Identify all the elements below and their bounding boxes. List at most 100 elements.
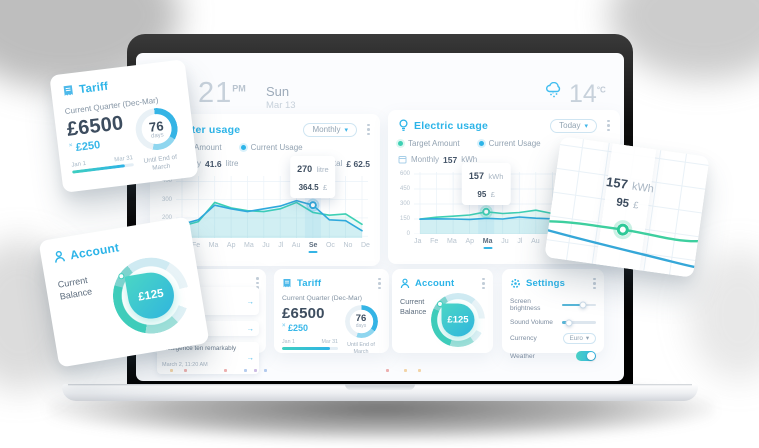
month-label[interactable]: Jl [278, 242, 284, 249]
dock-dot [418, 369, 421, 372]
days-ring: 76 days [133, 105, 181, 153]
volume-label: Sound Volume [510, 319, 553, 326]
total-value: £ 62.5 [346, 158, 370, 169]
weather-toggle[interactable] [576, 351, 596, 361]
x-axis-months: JaFeMaApMaJuJlAuSeOcNoDe [176, 242, 370, 249]
temperature: 14°C [569, 80, 606, 108]
account-card-title: Account [415, 278, 455, 289]
until-label: Until End of March [347, 342, 375, 356]
tariff-card-title: Tariff [297, 278, 322, 289]
day-name: Sun [266, 84, 290, 99]
month-label[interactable]: Ma [447, 238, 457, 245]
y-tick-label: 300 [161, 196, 172, 203]
gear-icon [510, 278, 521, 289]
electric-range-dropdown[interactable]: Today ▾ [550, 118, 597, 133]
period-unit: kWh [461, 155, 478, 164]
receipt-icon [62, 84, 75, 98]
period-label: Monthly [411, 155, 440, 164]
dock-reflection [136, 369, 624, 373]
tariff-kebab-icon[interactable] [378, 277, 381, 290]
period-value: 157 [443, 154, 458, 165]
month-label[interactable]: Fe [191, 242, 201, 249]
bulb-icon [398, 119, 409, 132]
floating-tariff-card: Tariff Current Quarter (Dec-Mar) £6500 ×… [49, 59, 199, 193]
month-label[interactable]: Oc [325, 242, 335, 249]
laptop-notch [345, 384, 415, 390]
currency-dropdown[interactable]: Euro ▾ [562, 333, 596, 344]
floating-chart-detail-card: 157 kWh 95 £ [544, 136, 710, 278]
month-label[interactable]: Ap [465, 238, 475, 245]
chevron-down-icon: ▾ [584, 122, 588, 130]
chart-tooltip: 270 litre 364.5 £ [290, 156, 336, 199]
clock: 21PM [198, 77, 246, 109]
month-label[interactable]: Ma [208, 242, 219, 249]
month-label[interactable]: Ju [262, 242, 270, 249]
chart-tooltip: 157 kWh 95 £ [461, 162, 511, 205]
tariff-saving: × £250 [282, 323, 309, 333]
electric-card-title: Electric usage [414, 119, 489, 132]
dock-dot [404, 369, 407, 372]
month-label[interactable]: Ja [414, 238, 422, 245]
month-label[interactable]: Fe [430, 238, 439, 245]
tariff-card: Tariff Current Quarter (Dec-Mar) £6500 ×… [274, 269, 389, 356]
tariff-quarter: Current Quarter (Dec-Mar) [282, 295, 363, 302]
settings-kebab-icon[interactable] [593, 277, 596, 290]
dock-dot [170, 369, 173, 372]
person-icon [52, 249, 66, 264]
water-card-kebab-icon[interactable] [367, 123, 370, 136]
quarter-progress-bar [282, 347, 338, 350]
floating-account-card: Account Current Balance £125 [38, 216, 210, 368]
account-kebab-icon[interactable] [482, 277, 485, 290]
balance-label: Current Balance [57, 274, 93, 302]
weather-widget: 14°C [544, 82, 606, 107]
arrow-right-icon[interactable]: → [246, 324, 255, 333]
month-label[interactable]: Ap [226, 242, 236, 249]
droplet-badge: £125 [441, 303, 475, 337]
brightness-label: Screen brightness [510, 298, 541, 312]
month-label[interactable]: No [343, 242, 353, 249]
rain-cloud-icon [544, 82, 564, 99]
tariff-card-title: Tariff [78, 80, 109, 96]
tariff-amount: £6500 [282, 305, 325, 322]
date-widget: Sun Mar 13 [266, 84, 296, 111]
y-tick-label: 150 [399, 216, 410, 222]
dock-dot [386, 369, 389, 372]
currency-label: Currency [510, 335, 537, 342]
month-label[interactable]: Au [291, 242, 301, 249]
month-label[interactable]: Ju [501, 238, 509, 245]
arrow-right-icon[interactable]: → [246, 353, 255, 363]
month-label[interactable]: De [360, 242, 370, 249]
background-smudge [689, 250, 759, 380]
brightness-slider[interactable] [562, 301, 596, 309]
settings-card: Settings Screen brightness Sound Volume … [502, 269, 604, 361]
weather-label: Weather [510, 352, 535, 360]
month-label[interactable]: Au [531, 238, 540, 245]
month-label[interactable]: Ma [244, 242, 254, 249]
month-label[interactable]: Se [308, 242, 318, 249]
date-text: Mar 13 [266, 100, 296, 111]
chevron-down-icon: ▾ [585, 335, 589, 342]
month-label[interactable]: Jl [517, 238, 523, 245]
period-unit: litre [225, 159, 239, 168]
balance-label: Current Balance [400, 297, 427, 316]
volume-slider[interactable] [562, 319, 596, 326]
receipt-icon [282, 278, 292, 289]
y-axis-labels: 600 450 300 150 0 [398, 171, 412, 237]
electric-card-kebab-icon[interactable] [607, 119, 610, 132]
target-dot-icon [398, 141, 403, 146]
arrow-right-icon[interactable]: → [246, 296, 255, 306]
balance-gauge: £125 [431, 293, 485, 347]
chevron-down-icon: ▾ [344, 126, 348, 134]
days-ring: 76 days [344, 305, 378, 338]
dock-dot [244, 369, 247, 372]
account-card: Account Current Balance £125 [392, 269, 493, 353]
water-usage-chart: 270 litre 364.5 £ [176, 156, 370, 238]
water-range-dropdown[interactable]: Monthly ▾ [303, 122, 357, 137]
range-end: Mar 31 [321, 339, 339, 345]
dock-dot [254, 369, 257, 372]
y-tick-label: 600 [399, 171, 410, 177]
until-label: Until End of March [143, 153, 178, 173]
month-label[interactable]: Ma [482, 238, 493, 245]
detail-lines [546, 220, 700, 269]
period-value: 41.6 [205, 158, 222, 169]
